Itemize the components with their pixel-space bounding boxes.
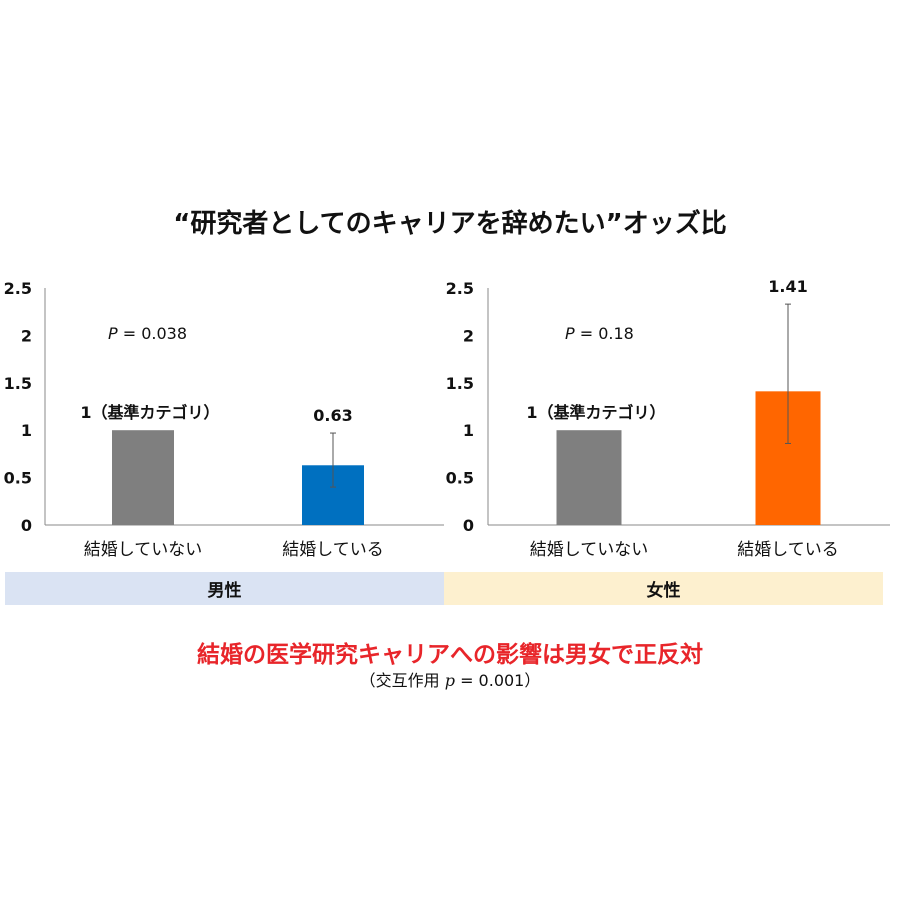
y-tick-label: 0.5 bbox=[4, 469, 32, 488]
data-label: 1.41 bbox=[768, 277, 807, 296]
y-tick-label: 2 bbox=[463, 326, 474, 345]
bar bbox=[112, 430, 174, 525]
conclusion-text: 結婚の医学研究キャリアへの影響は男女で正反対 bbox=[197, 642, 703, 668]
category-label: 結婚していない bbox=[530, 540, 649, 560]
note-p-symbol: p bbox=[444, 671, 455, 690]
data-label: 1（基準カテゴリ） bbox=[80, 403, 219, 422]
y-tick-label: 1 bbox=[463, 421, 474, 440]
p-value-text: = 0.18 bbox=[575, 324, 634, 343]
note-suffix: = 0.001） bbox=[460, 671, 541, 690]
data-label: 1（基準カテゴリ） bbox=[526, 403, 665, 422]
p-symbol: P bbox=[108, 324, 118, 343]
group-label-male: 男性 bbox=[207, 581, 242, 601]
data-label: 0.63 bbox=[313, 406, 352, 425]
p-value-text: = 0.038 bbox=[118, 324, 187, 343]
bar bbox=[556, 430, 622, 525]
group-label-female: 女性 bbox=[646, 581, 681, 601]
y-tick-label: 1.5 bbox=[4, 374, 32, 393]
y-tick-label: 0 bbox=[21, 516, 32, 535]
note-prefix: （交互作用 bbox=[359, 671, 440, 690]
chart-title: “研究者としてのキャリアを辞めたい”オッズ比 bbox=[173, 209, 727, 239]
y-tick-label: 1.5 bbox=[446, 374, 474, 393]
y-tick-label: 2.5 bbox=[446, 279, 474, 298]
p-value-label: P = 0.038 bbox=[108, 324, 187, 343]
group-band-male: 男性 bbox=[5, 572, 444, 605]
group-band-female: 女性 bbox=[444, 572, 883, 605]
y-tick-label: 1 bbox=[21, 421, 32, 440]
panel-female: 0 0.5 1 1.5 2 2.5 1（基準カテゴリ） 結婚していない 1.41 結婚している P … bbox=[446, 277, 890, 560]
y-tick-label: 2.5 bbox=[4, 279, 32, 298]
interaction-note: （交互作用 p = 0.001） bbox=[0, 667, 900, 691]
p-value-label: P = 0.18 bbox=[565, 324, 634, 343]
category-label: 結婚していない bbox=[84, 540, 203, 560]
category-label: 結婚している bbox=[737, 540, 839, 560]
y-tick-label: 0 bbox=[463, 516, 474, 535]
category-label: 結婚している bbox=[282, 540, 384, 560]
y-tick-label: 0.5 bbox=[446, 469, 474, 488]
panel-male: 0 0.5 1 1.5 2 2.5 1（基準カテゴリ） 結婚していない 0.63 結婚している P … bbox=[4, 279, 444, 560]
y-tick-label: 2 bbox=[21, 326, 32, 345]
p-symbol: P bbox=[565, 324, 575, 343]
